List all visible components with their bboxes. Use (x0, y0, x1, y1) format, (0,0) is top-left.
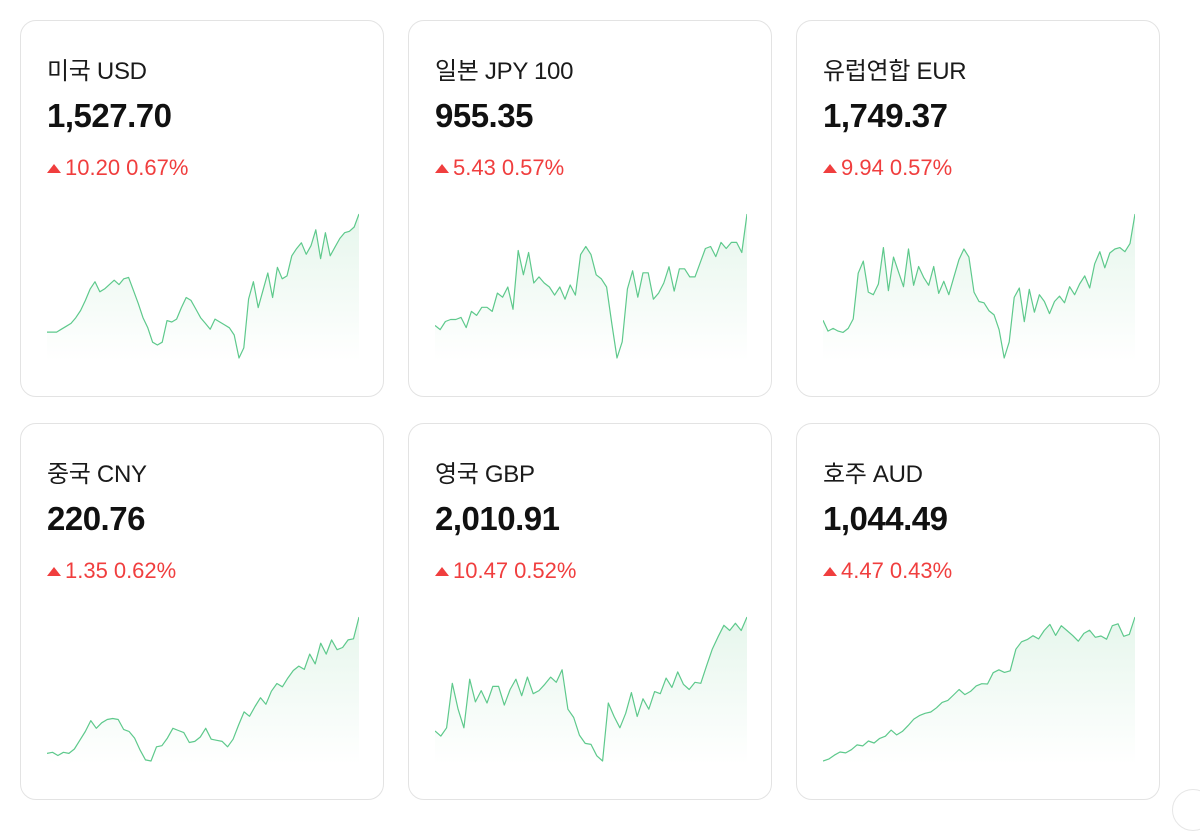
change-percent: 0.52% (514, 558, 577, 583)
currency-name: 일본 JPY 100 (435, 58, 574, 85)
rate-card-eur[interactable]: 유럽연합 EUR 1,749.37 9.94 0.57% (796, 20, 1160, 397)
rate-change: 10.20 0.67% (47, 155, 188, 181)
change-amount: 5.43 (453, 155, 496, 180)
sparkline-line (823, 213, 1135, 359)
sparkline-area (47, 214, 359, 361)
up-triangle-icon (47, 164, 61, 173)
sparkline-chart (823, 213, 1135, 361)
rate-change: 1.35 0.62% (47, 558, 176, 584)
sparkline-line (435, 616, 747, 762)
change-amount: 9.94 (841, 155, 884, 180)
sparkline-line (47, 213, 359, 359)
sparkline-area (823, 214, 1135, 361)
sparkline-area (435, 214, 747, 361)
change-percent: 0.67% (126, 155, 189, 180)
change-percent: 0.57% (501, 155, 565, 180)
exchange-rate-value: 1,527.70 (47, 97, 172, 134)
rate-change: 5.43 0.57% (435, 155, 564, 181)
rate-card-cny[interactable]: 중국 CNY 220.76 1.35 0.62% (20, 423, 384, 800)
corner-scroll-button[interactable] (1172, 789, 1200, 831)
sparkline-chart (47, 616, 359, 764)
sparkline-chart (823, 616, 1135, 764)
sparkline-area (435, 617, 747, 764)
up-triangle-icon (823, 567, 837, 576)
sparkline-area (823, 617, 1135, 764)
change-percent: 0.43% (889, 558, 953, 583)
up-triangle-icon (47, 567, 61, 576)
change-amount: 10.20 (65, 155, 121, 180)
change-percent: 0.57% (889, 155, 953, 180)
exchange-rate-value: 220.76 (47, 500, 145, 537)
up-triangle-icon (435, 567, 449, 576)
up-triangle-icon (435, 164, 449, 173)
sparkline-line (47, 616, 359, 762)
rate-card-usd[interactable]: 미국 USD 1,527.70 10.20 0.67% (20, 20, 384, 397)
change-amount: 1.35 (65, 558, 108, 583)
exchange-rate-value: 1,044.49 (823, 500, 948, 537)
currency-name: 중국 CNY (47, 461, 147, 488)
sparkline-chart (435, 213, 747, 361)
sparkline-chart (47, 213, 359, 361)
currency-name: 영국 GBP (435, 461, 535, 488)
sparkline-chart (435, 616, 747, 764)
currency-name: 유럽연합 EUR (823, 58, 967, 85)
rate-change: 4.47 0.43% (823, 558, 952, 584)
rate-card-aud[interactable]: 호주 AUD 1,044.49 4.47 0.43% (796, 423, 1160, 800)
exchange-rate-value: 2,010.91 (435, 500, 560, 537)
currency-name: 미국 USD (47, 58, 147, 85)
rate-change: 9.94 0.57% (823, 155, 952, 181)
rate-card-gbp[interactable]: 영국 GBP 2,010.91 10.47 0.52% (408, 423, 772, 800)
exchange-rate-value: 955.35 (435, 97, 533, 134)
currency-name: 호주 AUD (823, 461, 923, 488)
exchange-rate-value: 1,749.37 (823, 97, 948, 134)
change-amount: 10.47 (453, 558, 509, 583)
rate-card-jpy[interactable]: 일본 JPY 100 955.35 5.43 0.57% (408, 20, 772, 397)
change-percent: 0.62% (113, 558, 177, 583)
change-amount: 4.47 (841, 558, 884, 583)
sparkline-area (47, 617, 359, 764)
up-triangle-icon (823, 164, 837, 173)
sparkline-line (823, 616, 1135, 762)
sparkline-line (435, 213, 747, 359)
rate-change: 10.47 0.52% (435, 558, 576, 584)
